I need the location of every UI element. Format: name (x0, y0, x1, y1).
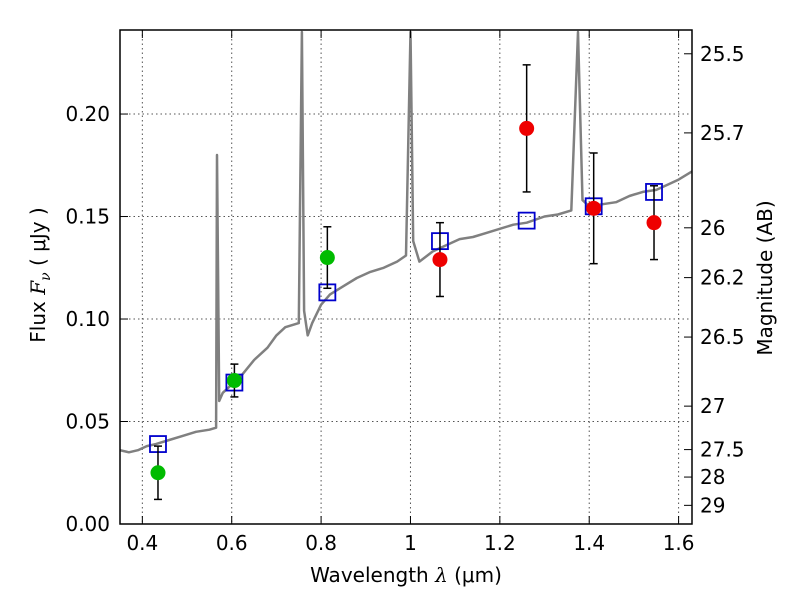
y-axis-title: Flux Fν ( μJy ) (26, 207, 54, 342)
observed-flux-point (519, 120, 535, 136)
observed-flux-point (586, 200, 602, 216)
observed-flux-point (646, 215, 662, 231)
y2-axis-title: Magnitude (AB) (753, 200, 777, 355)
y2-tick-label: 27 (700, 394, 725, 418)
plot-frame (119, 29, 693, 525)
x-tick-label: 1.6 (663, 531, 695, 555)
plot-series (120, 30, 692, 501)
observed-flux-point (226, 373, 242, 389)
y-tick-label: 0.15 (65, 205, 110, 229)
y-tick-label: 0.05 (65, 410, 110, 434)
y2-tick-label: 26 (700, 216, 725, 240)
axis-ticks: 0.4 0.6 0.8 1 1.2 1.4 1.6 0.00 0.05 0.10 0.15 0.20 2… (65, 30, 745, 555)
x-axis-title: Wavelength λ (μm) (310, 563, 502, 587)
x-tick-label: 1.4 (573, 531, 605, 555)
x-tick-label: 0.8 (305, 531, 337, 555)
y2-tick-label: 26.5 (700, 325, 745, 349)
x-tick-label: 1.2 (484, 531, 516, 555)
y2-tick-label: 27.5 (700, 438, 745, 462)
observed-flux-point (319, 250, 335, 266)
y2-tick-label: 25.5 (700, 42, 745, 66)
y2-tick-label: 26.2 (700, 266, 745, 290)
y-tick-label: 0.00 (65, 512, 110, 536)
y2-tick-label: 25.7 (700, 121, 745, 145)
x-tick-label: 0.6 (216, 531, 248, 555)
y2-tick-label: 29 (700, 493, 725, 517)
y-tick-label: 0.20 (65, 102, 110, 126)
y-tick-label: 0.10 (65, 307, 110, 331)
observed-flux-point (432, 252, 448, 268)
x-tick-label: 1 (404, 531, 417, 555)
model-photometry-square (517, 211, 536, 230)
x-tick-label: 0.4 (126, 531, 158, 555)
spectrum-line (120, 30, 692, 454)
observed-flux-point (150, 465, 166, 481)
y2-tick-label: 28 (700, 465, 725, 489)
